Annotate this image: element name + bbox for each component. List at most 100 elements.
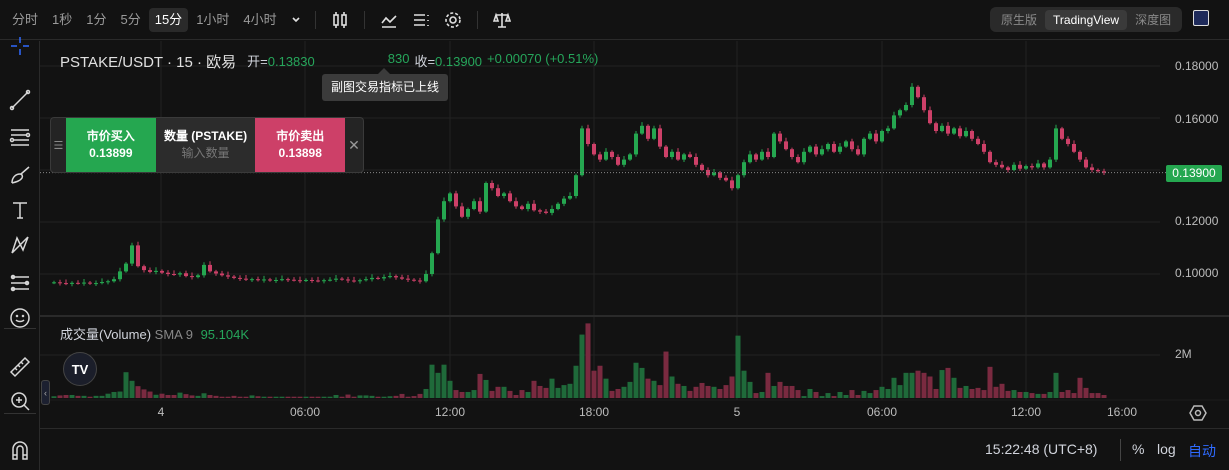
volume-bar bbox=[105, 393, 111, 398]
volume-bar bbox=[627, 381, 633, 398]
volume-bar bbox=[585, 323, 591, 398]
candle-body bbox=[706, 170, 710, 176]
time-tick: 12:00 bbox=[1010, 405, 1042, 419]
view-depth[interactable]: 深度图 bbox=[1135, 12, 1172, 27]
ruler-icon[interactable] bbox=[7, 354, 33, 380]
volume-bar bbox=[711, 386, 717, 398]
gear-icon[interactable] bbox=[440, 7, 466, 33]
volume-bar bbox=[555, 387, 561, 398]
quantity-input[interactable]: 数量 (PSTAKE) 输入数量 bbox=[155, 118, 256, 172]
zoom-in-icon[interactable] bbox=[7, 388, 33, 414]
volume-bar bbox=[225, 396, 231, 398]
market-buy-button[interactable]: 市价买入 0.13899 bbox=[65, 118, 156, 172]
emoji-icon[interactable] bbox=[7, 305, 33, 331]
volume-bar bbox=[693, 386, 699, 398]
timeframe-15m[interactable]: 15分 bbox=[148, 7, 189, 32]
candle-body bbox=[886, 128, 890, 131]
candle-body bbox=[622, 159, 626, 165]
fullscreen-icon[interactable] bbox=[1193, 10, 1209, 26]
volume-bar bbox=[237, 396, 243, 398]
close-icon[interactable]: ✕ bbox=[348, 136, 360, 153]
volume-bar bbox=[825, 393, 831, 398]
collapse-toolbar-button[interactable]: ‹ bbox=[41, 380, 50, 405]
volume-bar bbox=[681, 385, 687, 398]
chart-canvas[interactable] bbox=[0, 0, 1229, 428]
candle-body bbox=[730, 180, 734, 189]
volume-bar bbox=[201, 393, 207, 398]
auto-toggle[interactable]: 自动 bbox=[1188, 443, 1216, 459]
candle-body bbox=[292, 279, 296, 281]
volume-bar bbox=[381, 396, 387, 398]
candle-body bbox=[772, 133, 776, 157]
volume-bar bbox=[771, 385, 777, 398]
timeframe-4h[interactable]: 4小时 bbox=[243, 11, 277, 27]
volume-bar bbox=[531, 380, 537, 398]
fib-icon[interactable] bbox=[7, 270, 33, 296]
timeframe-1m[interactable]: 1分 bbox=[86, 11, 107, 27]
candle-body bbox=[190, 276, 194, 278]
candle-body bbox=[574, 175, 578, 196]
scale-icon[interactable] bbox=[489, 7, 515, 33]
volume-bar bbox=[1035, 393, 1041, 398]
candlestick-icon[interactable] bbox=[327, 7, 353, 33]
volume-bar bbox=[909, 372, 915, 398]
candle-body bbox=[406, 278, 410, 280]
candle-body bbox=[112, 279, 116, 282]
market-sell-button[interactable]: 市价卖出 0.13898 bbox=[255, 118, 346, 172]
candle-body bbox=[724, 177, 728, 181]
volume-bar bbox=[615, 388, 621, 398]
text-icon[interactable] bbox=[7, 197, 33, 223]
volume-bar bbox=[795, 390, 801, 398]
candle-body bbox=[946, 125, 950, 134]
candle-body bbox=[808, 146, 812, 152]
candle-body bbox=[508, 193, 512, 202]
candle-body bbox=[232, 276, 236, 278]
qty-placeholder: 输入数量 bbox=[181, 146, 230, 160]
chevron-down-icon[interactable] bbox=[288, 7, 304, 33]
volume-bar bbox=[309, 396, 315, 398]
trend-line-icon[interactable] bbox=[7, 87, 33, 113]
timeframe-1h[interactable]: 1小时 bbox=[196, 11, 230, 27]
volume-bar bbox=[249, 395, 255, 398]
timeframe-1s[interactable]: 1秒 bbox=[52, 11, 73, 27]
view-native[interactable]: 原生版 bbox=[1001, 12, 1038, 27]
volume-bar bbox=[843, 394, 849, 398]
candle-body bbox=[490, 183, 494, 189]
horizontal-lines-icon[interactable] bbox=[7, 124, 33, 150]
candle-body bbox=[82, 282, 86, 284]
drag-handle-icon[interactable]: ☰ bbox=[53, 139, 64, 152]
volume-bar bbox=[603, 378, 609, 398]
percent-toggle[interactable]: % bbox=[1132, 441, 1145, 457]
candle-body bbox=[550, 209, 554, 213]
crosshair-icon[interactable] bbox=[7, 33, 33, 59]
layout-icon[interactable] bbox=[408, 7, 434, 33]
candle-body bbox=[346, 279, 350, 281]
log-toggle[interactable]: log bbox=[1157, 441, 1176, 457]
volume-bar bbox=[753, 393, 759, 398]
candle-body bbox=[802, 151, 806, 163]
candle-body bbox=[820, 149, 824, 155]
magnet-icon[interactable] bbox=[7, 437, 33, 463]
volume-bar bbox=[483, 379, 489, 398]
view-tradingview[interactable]: TradingView bbox=[1045, 9, 1128, 30]
chart-settings-icon[interactable] bbox=[1189, 404, 1207, 425]
candle-body bbox=[1090, 167, 1094, 170]
brush-icon[interactable] bbox=[7, 162, 33, 188]
symbol-title: PSTAKE/USDT · 15 · 欧易 bbox=[60, 54, 237, 71]
time-tick: 16:00 bbox=[1106, 405, 1138, 419]
timeframe-5m[interactable]: 5分 bbox=[120, 11, 141, 27]
bottom-bar: 15:22:48 (UTC+8) % log 自动 bbox=[40, 428, 1229, 470]
volume-bar bbox=[897, 385, 903, 398]
volume-bar bbox=[891, 377, 897, 398]
candle-body bbox=[898, 110, 902, 116]
indicator-icon[interactable] bbox=[376, 7, 402, 33]
volume-bar bbox=[363, 395, 369, 398]
pattern-icon[interactable] bbox=[7, 232, 33, 258]
tradingview-logo[interactable]: TV bbox=[63, 352, 97, 386]
volume-bar bbox=[513, 394, 519, 398]
volume-bar bbox=[933, 388, 939, 398]
candle-body bbox=[340, 278, 344, 280]
volume-bar bbox=[243, 396, 249, 398]
timeframe-1[interactable]: 分时 bbox=[12, 11, 39, 27]
tooltip: 副图交易指标已上线 bbox=[322, 68, 448, 101]
